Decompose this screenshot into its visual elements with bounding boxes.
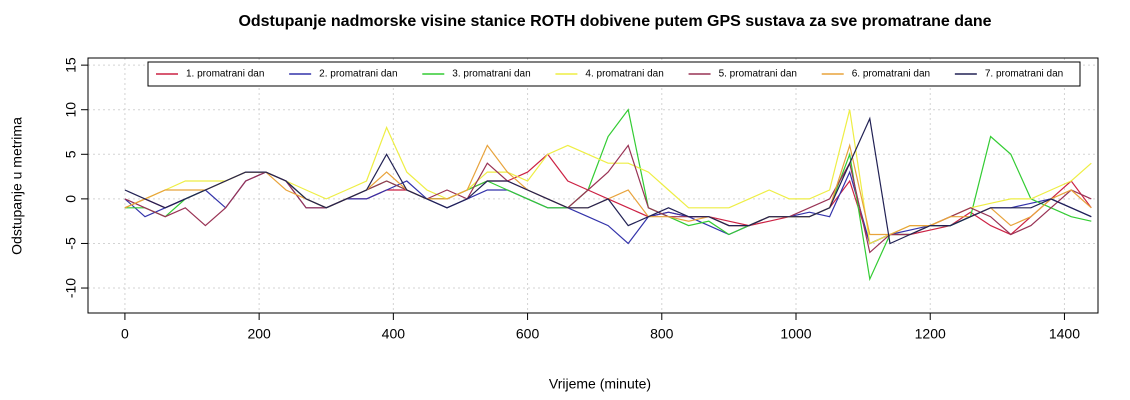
x-tick-label: 400 [382,326,406,342]
x-tick-label: 1200 [915,326,946,342]
legend-label: 1. promatrani dan [186,69,264,80]
x-tick-label: 800 [650,326,674,342]
y-axis-label: Odstupanje u metrima [9,117,25,255]
legend-label: 3. promatrani dan [452,69,530,80]
y-tick-label: 5 [63,150,79,158]
series-line [124,170,1092,245]
plot-frame [87,57,1099,314]
x-tick-label: 1400 [1049,326,1080,342]
legend-label: 4. promatrani dan [585,69,663,80]
x-axis-label: Vrijeme (minute) [549,376,651,392]
legend-label: 5. promatrani dan [719,69,797,80]
y-tick-label: -5 [63,237,79,250]
y-tick-label: 0 [63,195,79,203]
x-tick-label: 200 [247,326,271,342]
series-line [124,143,1092,236]
legend-label: 2. promatrani dan [319,69,397,80]
x-tick-label: 1000 [780,326,811,342]
x-tick-label: 0 [121,326,129,342]
y-tick-label: 15 [63,57,79,73]
chart-title: Odstupanje nadmorske visine stanice ROTH… [238,13,991,30]
series-line [124,108,1092,282]
y-tick-label: -10 [63,278,79,298]
legend-label: 6. promatrani dan [852,69,930,80]
y-tick-label: 10 [63,102,79,118]
series-line [124,109,1092,245]
x-tick-label: 600 [516,326,540,342]
legend-label: 7. promatrani dan [985,69,1063,80]
series-line [124,116,1092,245]
